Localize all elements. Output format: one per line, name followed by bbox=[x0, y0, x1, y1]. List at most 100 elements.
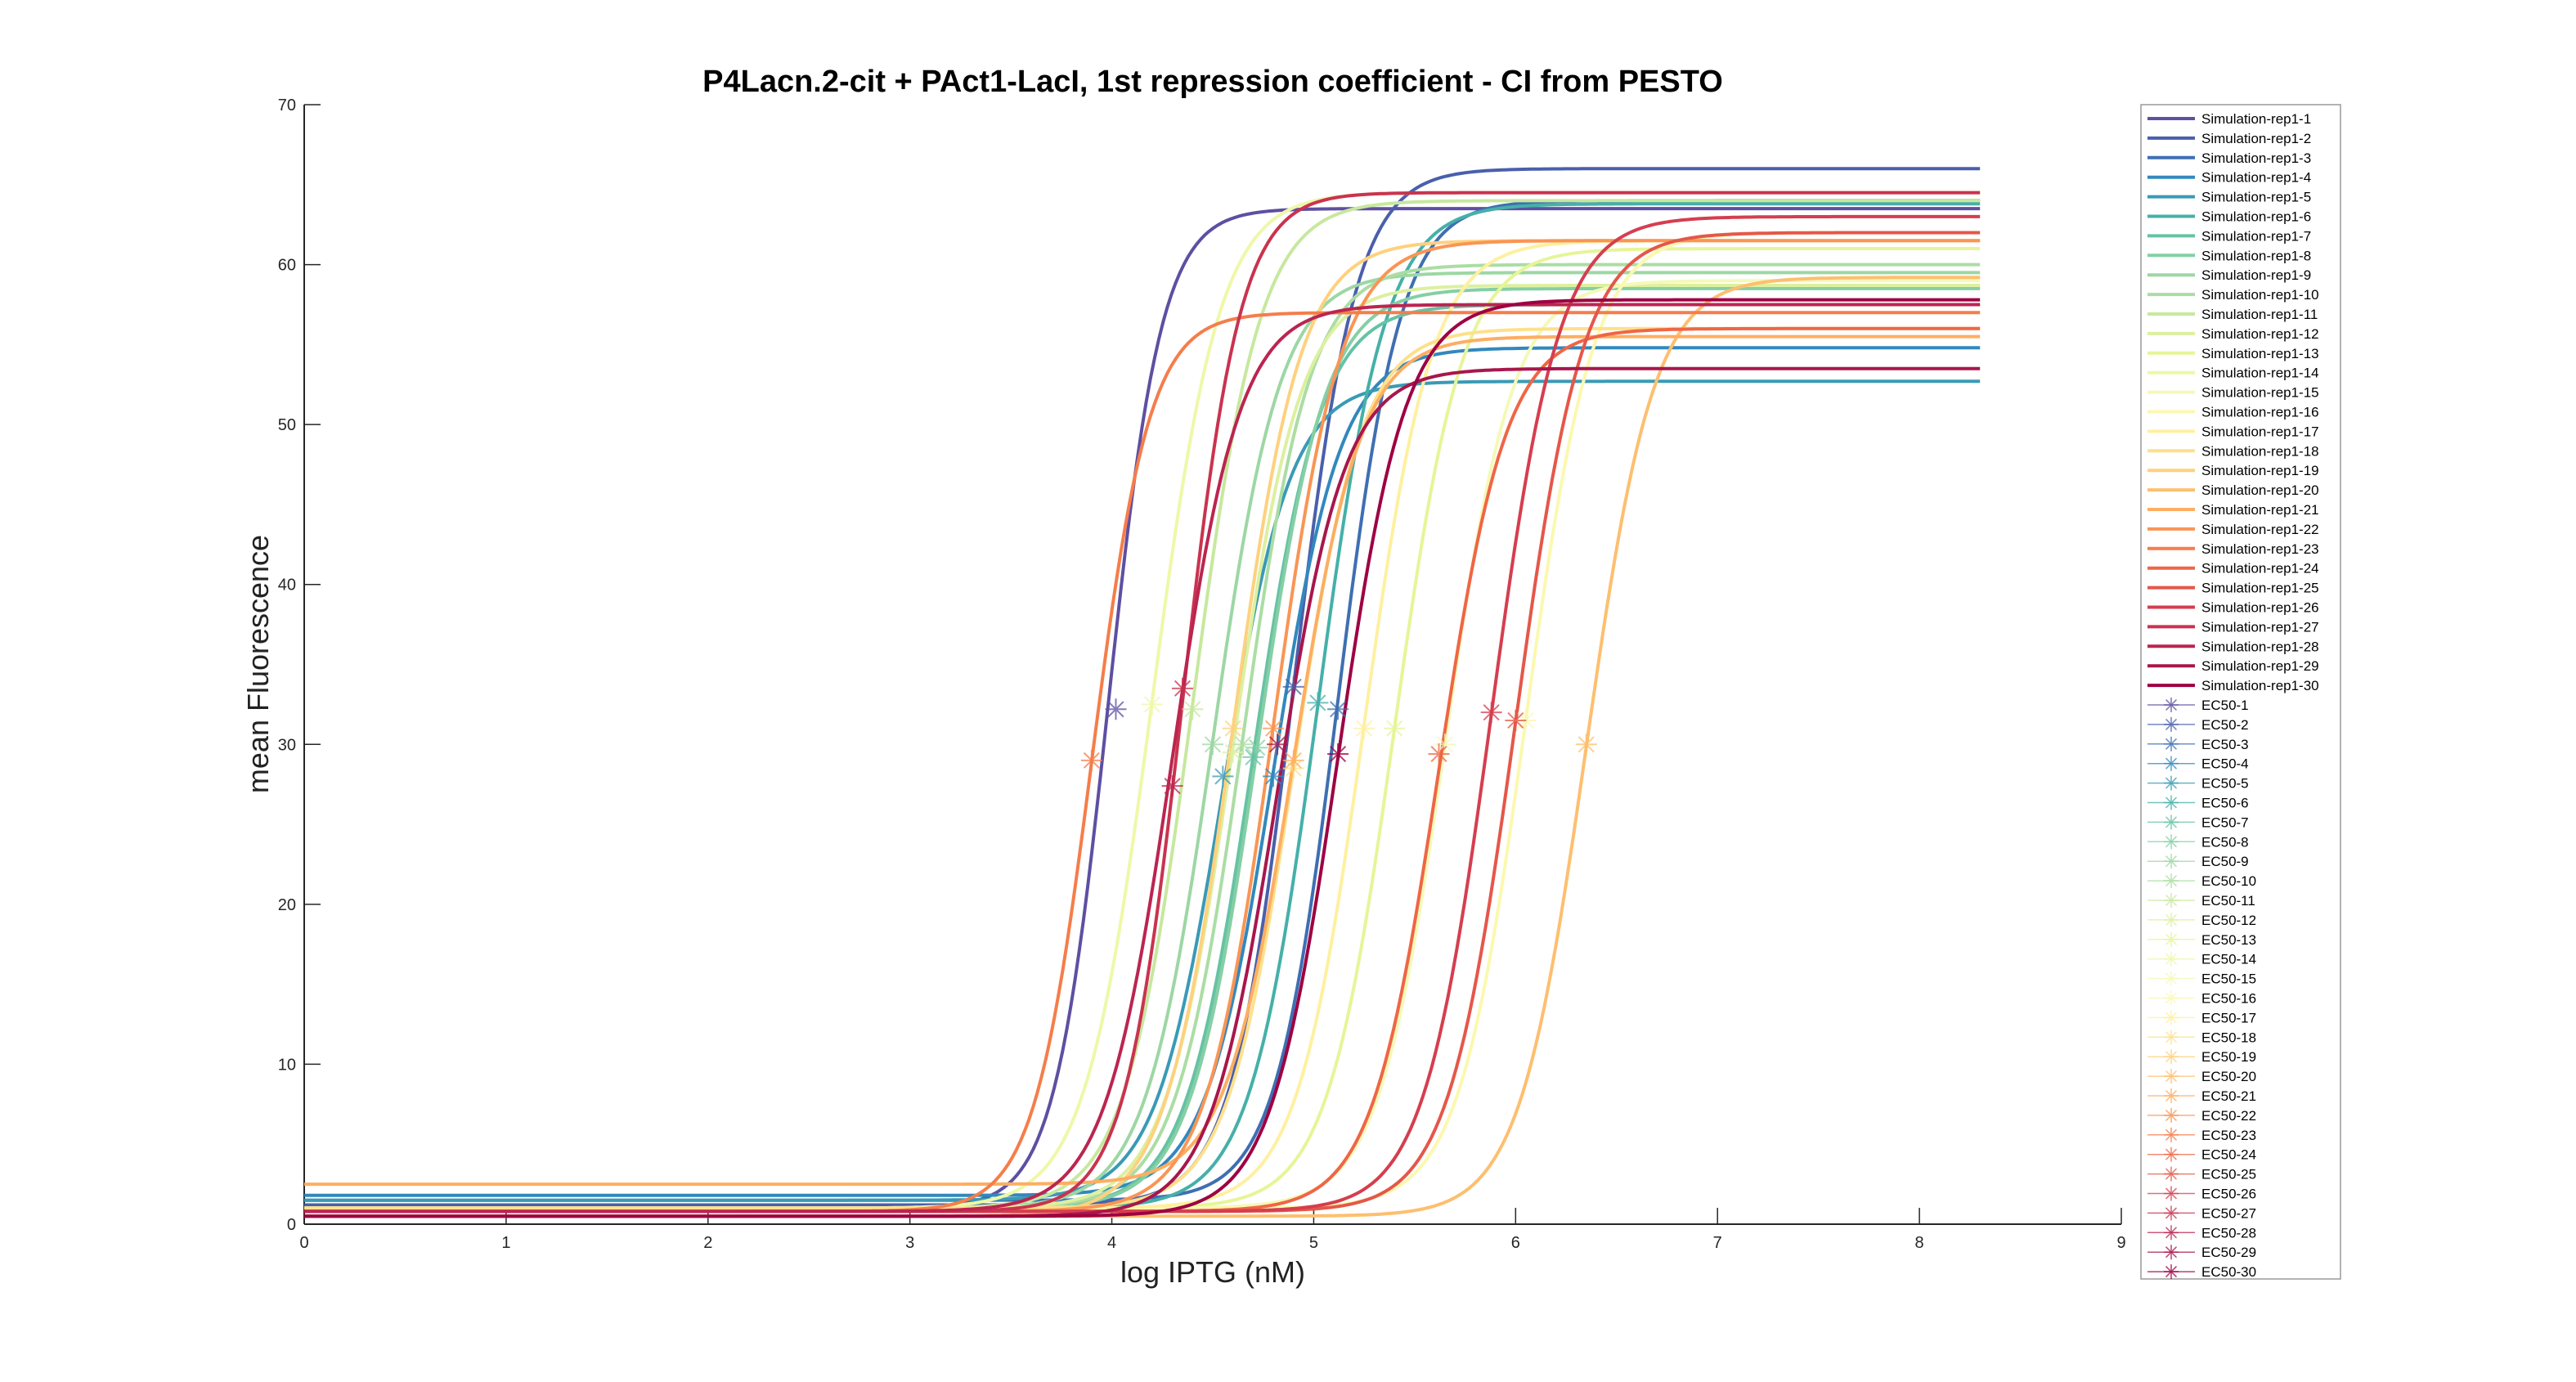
ec50-marker-30 bbox=[1327, 743, 1349, 765]
ec50-marker-9 bbox=[1202, 734, 1223, 756]
y-tick-label: 70 bbox=[278, 96, 296, 114]
x-tick-label: 4 bbox=[1107, 1234, 1116, 1252]
legend-marker-ec50-2 bbox=[2164, 716, 2179, 732]
legend-marker-ec50-19 bbox=[2164, 1049, 2179, 1065]
legend-label: EC50-11 bbox=[2201, 893, 2255, 909]
ec50-marker-17 bbox=[1353, 717, 1376, 739]
x-tick-label: 2 bbox=[703, 1234, 712, 1252]
y-tick-label: 50 bbox=[278, 416, 296, 434]
legend-label: EC50-24 bbox=[2201, 1147, 2256, 1163]
legend-label: EC50-28 bbox=[2201, 1225, 2256, 1241]
legend-label: Simulation-rep1-17 bbox=[2201, 424, 2319, 439]
legend-marker-ec50-12 bbox=[2164, 912, 2179, 927]
legend-label: EC50-21 bbox=[2201, 1088, 2256, 1104]
y-ticks: 0 10 20 30 40 50 60 70 bbox=[278, 96, 321, 1234]
ec50-marker-13 bbox=[1384, 717, 1406, 739]
ec50-marker-19 bbox=[1222, 717, 1244, 739]
legend-label: Simulation-rep1-4 bbox=[2201, 170, 2311, 186]
legend-marker-ec50-26 bbox=[2164, 1186, 2179, 1201]
ec50-markers bbox=[1080, 675, 1597, 797]
legend-marker-ec50-1 bbox=[2164, 698, 2179, 712]
x-tick-label: 8 bbox=[1915, 1234, 1924, 1252]
ec50-marker-25 bbox=[1505, 709, 1527, 731]
legend-label: EC50-17 bbox=[2201, 1010, 2256, 1025]
x-tick-label: 3 bbox=[905, 1234, 914, 1252]
ec50-marker-26 bbox=[1480, 702, 1502, 724]
ec50-marker-10 bbox=[1232, 734, 1254, 756]
legend-marker-ec50-10 bbox=[2164, 873, 2179, 889]
legend-label: EC50-14 bbox=[2201, 952, 2256, 967]
ec50-marker-3 bbox=[1327, 698, 1349, 720]
legend-label: Simulation-rep1-8 bbox=[2201, 248, 2311, 263]
legend-label: Simulation-rep1-15 bbox=[2201, 385, 2319, 401]
y-tick-label: 10 bbox=[278, 1056, 296, 1074]
legend-label: Simulation-rep1-20 bbox=[2201, 482, 2319, 498]
plot-axes: 0 1 2 3 4 5 6 7 8 9 0 10 20 30 40 50 60 70 bbox=[278, 96, 2126, 1252]
legend-label: Simulation-rep1-12 bbox=[2201, 326, 2319, 342]
legend-marker-ec50-6 bbox=[2164, 795, 2179, 810]
legend-label: Simulation-rep1-27 bbox=[2201, 619, 2319, 635]
legend-label: Simulation-rep1-19 bbox=[2201, 463, 2319, 478]
legend-label: EC50-10 bbox=[2201, 873, 2256, 889]
legend-label: EC50-25 bbox=[2201, 1167, 2256, 1182]
legend-marker-ec50-14 bbox=[2164, 951, 2179, 967]
y-axis-label: mean Fluorescence bbox=[241, 535, 275, 793]
x-tick-label: 7 bbox=[1713, 1234, 1722, 1252]
legend-label: Simulation-rep1-28 bbox=[2201, 639, 2319, 654]
ec50-marker-14 bbox=[1141, 693, 1163, 716]
ec50-marker-2 bbox=[1282, 675, 1304, 698]
legend-label: Simulation-rep1-22 bbox=[2201, 522, 2319, 537]
legend-label: EC50-6 bbox=[2201, 796, 2249, 811]
legend-marker-ec50-30 bbox=[2164, 1264, 2179, 1280]
ec50-marker-8 bbox=[1246, 737, 1268, 759]
legend-label: Simulation-rep1-14 bbox=[2201, 366, 2319, 381]
legend-marker-ec50-22 bbox=[2164, 1107, 2179, 1123]
ec50-marker-1 bbox=[1105, 698, 1127, 720]
ec50-marker-5 bbox=[1212, 765, 1234, 787]
x-tick-label: 9 bbox=[2116, 1234, 2125, 1252]
legend-label: Simulation-rep1-13 bbox=[2201, 346, 2319, 361]
ec50-marker-23 bbox=[1080, 749, 1102, 771]
legend-label: EC50-7 bbox=[2201, 814, 2249, 830]
legend-label: EC50-9 bbox=[2201, 854, 2249, 869]
x-tick-label: 0 bbox=[299, 1234, 308, 1252]
legend-marker-ec50-20 bbox=[2164, 1069, 2179, 1084]
legend-label: EC50-4 bbox=[2201, 756, 2249, 772]
ec50-marker-4 bbox=[1263, 765, 1285, 787]
legend-marker-ec50-4 bbox=[2164, 756, 2179, 771]
legend-label: Simulation-rep1-2 bbox=[2201, 131, 2311, 146]
legend-marker-ec50-21 bbox=[2164, 1088, 2179, 1103]
series-line-5 bbox=[304, 379, 1981, 1202]
legend-label: EC50-16 bbox=[2201, 991, 2256, 1007]
ec50-marker-21 bbox=[1282, 749, 1304, 771]
legend-label: Simulation-rep1-26 bbox=[2201, 600, 2319, 616]
y-tick-label: 40 bbox=[278, 577, 296, 595]
legend-label: Simulation-rep1-7 bbox=[2201, 228, 2311, 244]
legend-label: Simulation-rep1-18 bbox=[2201, 443, 2319, 459]
legend-label: Simulation-rep1-5 bbox=[2201, 190, 2311, 205]
legend-label: Simulation-rep1-11 bbox=[2201, 307, 2318, 322]
plot-area bbox=[304, 105, 2121, 1224]
legend-label: Simulation-rep1-21 bbox=[2201, 502, 2319, 518]
chart-title: P4Lacn.2-cit + PAct1-LacI, 1st repressio… bbox=[702, 65, 1723, 99]
legend-label: Simulation-rep1-1 bbox=[2201, 111, 2311, 127]
legend-label: EC50-3 bbox=[2201, 737, 2249, 752]
legend-marker-ec50-25 bbox=[2164, 1166, 2179, 1182]
legend-label: Simulation-rep1-24 bbox=[2201, 561, 2319, 577]
legend-label: Simulation-rep1-25 bbox=[2201, 581, 2319, 596]
legend-marker-ec50-11 bbox=[2164, 893, 2179, 908]
chart-legend: Simulation-rep1-1 Simulation-rep1-2 Simula… bbox=[2140, 104, 2341, 1280]
legend-marker-ec50-23 bbox=[2164, 1127, 2179, 1142]
legend-marker-ec50-3 bbox=[2164, 736, 2179, 752]
legend-marker-ec50-18 bbox=[2164, 1030, 2179, 1045]
legend-label: EC50-8 bbox=[2201, 834, 2249, 850]
legend-marker-ec50-9 bbox=[2164, 854, 2179, 869]
legend-label: EC50-30 bbox=[2201, 1264, 2256, 1280]
legend-marker-ec50-24 bbox=[2164, 1146, 2179, 1162]
y-tick-label: 0 bbox=[287, 1216, 296, 1234]
legend-label: EC50-1 bbox=[2201, 698, 2249, 713]
x-tick-label: 1 bbox=[501, 1234, 510, 1252]
legend-label: EC50-2 bbox=[2201, 717, 2249, 733]
legend-label: EC50-27 bbox=[2201, 1205, 2256, 1221]
ec50-marker-15 bbox=[1434, 734, 1456, 756]
